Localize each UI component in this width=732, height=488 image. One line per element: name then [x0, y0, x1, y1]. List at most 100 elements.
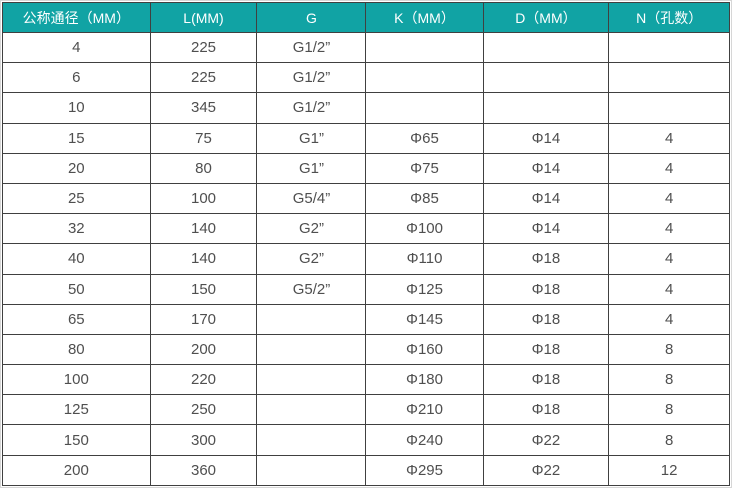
table-cell: Φ14 — [482, 182, 610, 215]
table-row: 10 345 G1/2” — [2, 92, 730, 124]
table-cell: 4 — [608, 243, 730, 275]
table-row: 125 250 Φ210 Φ18 8 — [2, 394, 730, 426]
table-cell: Φ85 — [365, 182, 484, 215]
table-row: 15 75 G1” Φ65 Φ14 4 — [2, 122, 730, 154]
table-cell: 4 — [608, 122, 730, 154]
table-cell — [482, 31, 610, 64]
table-cell: 4 — [608, 182, 730, 215]
table-cell — [608, 31, 730, 64]
table-cell: Φ125 — [365, 273, 484, 305]
table-cell: Φ22 — [482, 424, 610, 456]
table-row: 50 150 G5/2” Φ125 Φ18 4 — [2, 273, 730, 305]
table-cell — [482, 62, 610, 94]
table-cell — [365, 92, 484, 124]
table-row: 65 170 Φ145 Φ18 4 — [2, 303, 730, 335]
table-cell: 65 — [2, 303, 151, 335]
table-cell: 6 — [2, 62, 151, 94]
table-cell: 225 — [149, 62, 258, 94]
table-cell: 360 — [149, 454, 258, 487]
table-cell: 4 — [608, 303, 730, 335]
table-body: 4 225 G1/2” 6 225 G1/2” 10 345 G1/2” 15 75 G1” Φ65 Φ1… — [2, 31, 730, 487]
table-cell — [365, 31, 484, 64]
table-cell: 50 — [2, 273, 151, 305]
table-row: 200 360 Φ295 Φ22 12 — [2, 454, 730, 487]
table-cell: Φ210 — [365, 394, 484, 426]
table-row: 6 225 G1/2” — [2, 62, 730, 94]
table-cell: G2” — [256, 243, 367, 275]
table-cell: Φ18 — [482, 243, 610, 275]
table-cell: 4 — [608, 152, 730, 184]
table-cell: Φ160 — [365, 333, 484, 366]
table-cell: 345 — [149, 92, 258, 124]
table-row: 40 140 G2” Φ110 Φ18 4 — [2, 243, 730, 275]
table-cell: G1/2” — [256, 31, 367, 64]
table-cell: 32 — [2, 213, 151, 245]
table-cell: 125 — [2, 394, 151, 426]
table-cell: 12 — [608, 454, 730, 487]
column-header-hole-count: N（孔数） — [608, 2, 730, 33]
table-header: 公称通径（MM） L(MM) G K（MM） D（MM） N（孔数） — [2, 2, 730, 33]
table-cell: G1” — [256, 152, 367, 184]
table-cell: 225 — [149, 31, 258, 64]
table-cell: 220 — [149, 364, 258, 396]
table-cell — [256, 333, 367, 366]
table-cell: Φ110 — [365, 243, 484, 275]
table-cell: Φ295 — [365, 454, 484, 487]
table-cell: 200 — [2, 454, 151, 487]
table-cell: 4 — [608, 273, 730, 305]
table-cell: 150 — [2, 424, 151, 456]
table-cell: Φ180 — [365, 364, 484, 396]
table-cell: G1/2” — [256, 92, 367, 124]
table-cell — [608, 92, 730, 124]
table-cell: 10 — [2, 92, 151, 124]
table-cell: Φ240 — [365, 424, 484, 456]
table-row: 32 140 G2” Φ100 Φ14 4 — [2, 213, 730, 245]
table-cell — [256, 364, 367, 396]
table-cell: G2” — [256, 213, 367, 245]
table-cell: 170 — [149, 303, 258, 335]
table-cell: 140 — [149, 243, 258, 275]
table-row: 4 225 G1/2” — [2, 31, 730, 64]
table-cell: Φ18 — [482, 364, 610, 396]
table-cell: Φ14 — [482, 152, 610, 184]
table-cell: 300 — [149, 424, 258, 456]
table-cell: Φ18 — [482, 303, 610, 335]
table-cell: 150 — [149, 273, 258, 305]
column-header-thread: G — [256, 2, 367, 33]
table-cell: 80 — [2, 333, 151, 366]
table-cell: G5/4” — [256, 182, 367, 215]
table-cell: 80 — [149, 152, 258, 184]
column-header-d: D（MM） — [482, 2, 610, 33]
header-row: 公称通径（MM） L(MM) G K（MM） D（MM） N（孔数） — [2, 2, 730, 33]
table-cell — [482, 92, 610, 124]
table-cell: G1” — [256, 122, 367, 154]
table-cell: Φ18 — [482, 394, 610, 426]
table-cell — [256, 394, 367, 426]
table-row: 20 80 G1” Φ75 Φ14 4 — [2, 152, 730, 184]
table-cell: 140 — [149, 213, 258, 245]
table-cell: Φ22 — [482, 454, 610, 487]
column-header-length: L(MM) — [149, 2, 258, 33]
table-row: 150 300 Φ240 Φ22 8 — [2, 424, 730, 456]
table-cell — [256, 424, 367, 456]
table-cell: Φ14 — [482, 122, 610, 154]
table-cell — [608, 62, 730, 94]
table-cell: Φ100 — [365, 213, 484, 245]
table-cell: 4 — [608, 213, 730, 245]
table-cell: 15 — [2, 122, 151, 154]
table-row: 80 200 Φ160 Φ18 8 — [2, 333, 730, 366]
table-cell: 8 — [608, 333, 730, 366]
table-cell: G5/2” — [256, 273, 367, 305]
table-cell: Φ145 — [365, 303, 484, 335]
table-cell: 40 — [2, 243, 151, 275]
table-cell: 250 — [149, 394, 258, 426]
table-cell: 100 — [2, 364, 151, 396]
table-cell: 8 — [608, 364, 730, 396]
table-cell: Φ65 — [365, 122, 484, 154]
table-row: 100 220 Φ180 Φ18 8 — [2, 364, 730, 396]
column-header-nominal-diameter: 公称通径（MM） — [2, 2, 151, 33]
table-cell: Φ14 — [482, 213, 610, 245]
table-cell: Φ75 — [365, 152, 484, 184]
